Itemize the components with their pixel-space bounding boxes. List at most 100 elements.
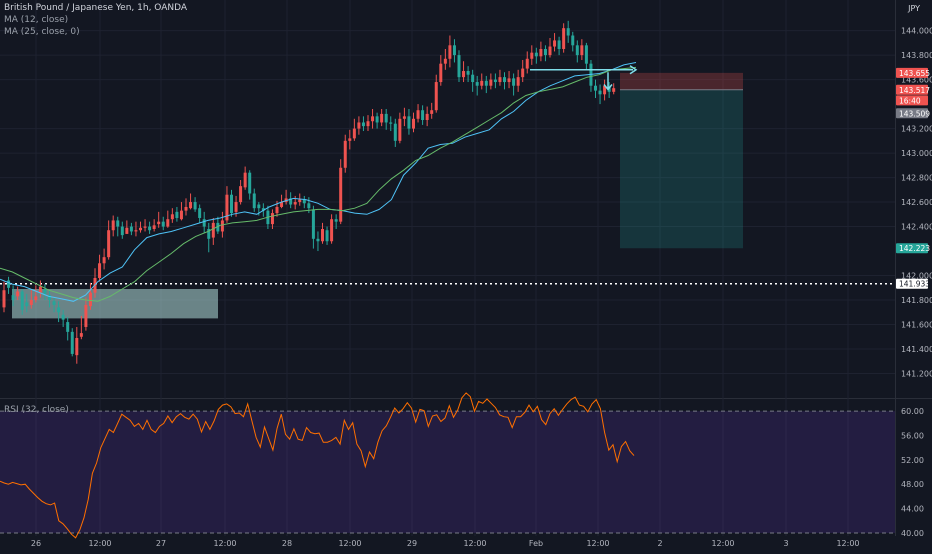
candle-body: [425, 113, 429, 121]
candle-body: [239, 186, 243, 203]
price-tag: [896, 108, 928, 119]
candle-body: [88, 292, 92, 307]
time-tick-label: 26: [31, 539, 41, 548]
candle-body: [161, 221, 165, 227]
price-tick-label: 142.000: [901, 272, 932, 281]
price-tag-label: 143.655: [899, 69, 930, 78]
time-tick-label: 12:00: [88, 539, 111, 548]
time-tick-label: 2: [657, 539, 662, 548]
candle-body: [421, 110, 425, 121]
time-tick-label: 12:00: [586, 539, 609, 548]
candle-body: [57, 307, 61, 313]
candle-body: [125, 227, 129, 234]
candle-body: [20, 291, 24, 310]
candle-body: [261, 208, 265, 211]
candle-body: [439, 63, 443, 83]
candle-body: [48, 295, 51, 301]
candle-body: [243, 172, 247, 188]
time-tick-label: 3: [783, 539, 788, 548]
rsi-tick-label: 48.00: [901, 480, 924, 489]
candle-body: [234, 202, 238, 212]
currency-label: JPY: [908, 4, 920, 13]
candle-body: [211, 222, 215, 238]
candle-body: [525, 58, 529, 69]
candle-body: [280, 202, 284, 207]
candle-body: [507, 78, 511, 83]
candle-body: [352, 128, 356, 139]
candle-body: [275, 206, 279, 214]
candle-body: [612, 88, 616, 92]
ma-slow-line: [0, 66, 637, 302]
candle-body: [416, 110, 420, 119]
candle-body: [402, 116, 406, 119]
candle-body: [548, 46, 552, 56]
candle-body: [152, 225, 156, 230]
candle-body: [443, 58, 447, 64]
candle-body: [207, 229, 211, 239]
candle-body: [116, 220, 120, 227]
time-tick-label: 12:00: [711, 539, 734, 548]
candle-body: [503, 77, 506, 83]
candle-body: [34, 296, 38, 301]
rsi-tick-label: 40.00: [901, 529, 924, 538]
candle-body: [384, 113, 388, 123]
price-tag-label: 142.223: [899, 244, 930, 253]
candle-body: [580, 45, 584, 56]
candle-body: [175, 211, 179, 218]
candle-body: [512, 78, 516, 86]
candle-body: [575, 45, 579, 56]
candle-body: [562, 28, 566, 49]
stop-loss-zone: [620, 72, 743, 90]
price-tag: [896, 243, 928, 254]
candle-body: [189, 202, 193, 209]
rsi-line: [0, 392, 635, 539]
price-tick-label: 141.800: [901, 296, 932, 305]
price-tick-label: 141.200: [901, 370, 932, 379]
candle-body: [120, 226, 124, 236]
candle-body: [2, 290, 6, 308]
candle-body: [248, 172, 252, 194]
candle-body: [70, 331, 74, 354]
candle-body: [252, 193, 256, 209]
take-profit-zone: [620, 89, 743, 249]
price-tag-label: 143.517: [899, 86, 930, 95]
candle-body: [584, 45, 588, 64]
candle-body: [157, 221, 161, 225]
rsi-tick-label: 52.00: [901, 456, 924, 465]
candle-body: [330, 219, 334, 242]
candle-body: [170, 214, 174, 220]
candle-body: [343, 140, 347, 168]
candle-body: [357, 122, 361, 129]
candle-body: [475, 82, 479, 86]
candle-body: [311, 209, 315, 239]
candle-body: [434, 82, 438, 111]
candle-body: [543, 48, 547, 56]
candle-body: [430, 110, 434, 114]
candle-body: [462, 71, 466, 78]
time-tick-label: 12:00: [338, 539, 361, 548]
candle-body: [534, 52, 538, 57]
price-tick-label: 141.600: [901, 321, 932, 330]
candle-body: [289, 198, 293, 205]
price-tag: [896, 84, 928, 95]
time-tick-label: 12:00: [836, 539, 859, 548]
candle-body: [139, 227, 142, 231]
arrow-down-icon: [603, 72, 613, 91]
candle-body: [380, 113, 384, 123]
price-tick-label: 142.800: [901, 174, 932, 183]
ma-slow-legend: MA (25, close, 0): [4, 27, 80, 37]
ma-fast-line: [0, 62, 637, 302]
candle-body: [471, 74, 475, 83]
candle-body: [598, 90, 602, 95]
candle-body: [566, 28, 570, 36]
candle-body: [61, 314, 65, 320]
candle-body: [230, 194, 233, 214]
candle-body: [489, 79, 493, 86]
candle-body: [66, 322, 70, 332]
price-tick-label: 143.000: [901, 149, 932, 158]
price-tag-label: 141.933: [899, 280, 930, 289]
arrow-right-icon: [629, 65, 638, 75]
candle-body: [107, 230, 111, 258]
